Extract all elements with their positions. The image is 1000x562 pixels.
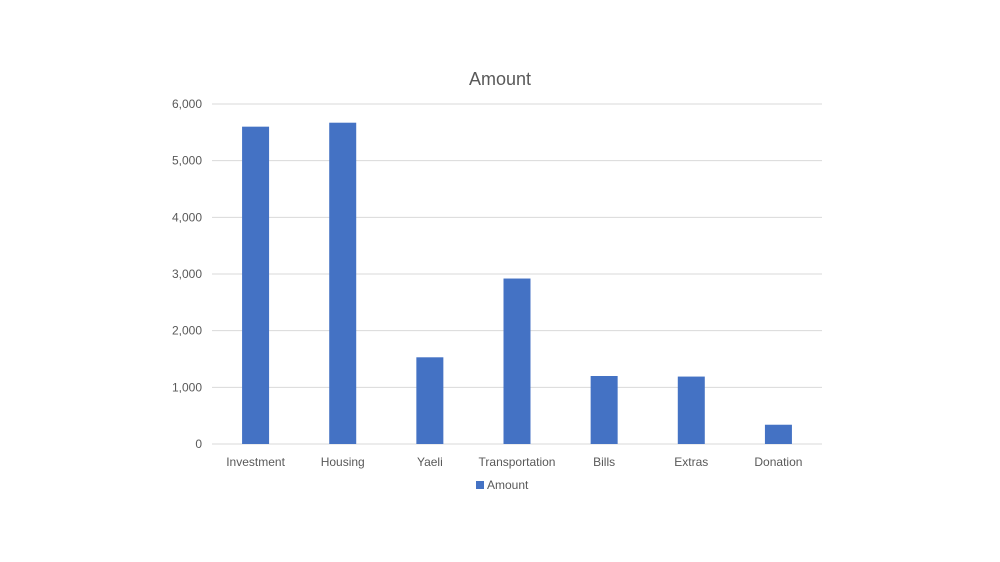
bar-bills [590,376,618,444]
bar-transportation [503,278,531,444]
x-axis: Investment Housing Yaeli Transportation Bill… [226,455,802,469]
x-tick-label: Donation [754,455,802,469]
legend: Amount [476,478,529,492]
bar-investment [242,126,270,445]
bar-housing [329,122,357,444]
x-tick-label: Transportation [479,455,556,469]
y-tick-label: 3,000 [172,267,202,281]
legend-swatch [476,481,484,489]
x-tick-label: Extras [674,455,708,469]
x-tick-label: Housing [321,455,365,469]
legend-label: Amount [487,478,529,492]
y-tick-label: 4,000 [172,210,202,224]
x-tick-label: Investment [226,455,285,469]
bars [242,122,792,445]
y-tick-label: 1,000 [172,380,202,394]
bar-donation [764,424,792,444]
y-tick-label: 2,000 [172,324,202,338]
y-tick-label: 5,000 [172,154,202,168]
y-tick-label: 0 [195,437,202,451]
x-tick-label: Bills [593,455,615,469]
chart-title: Amount [469,69,531,89]
y-tick-label: 6,000 [172,97,202,111]
bar-yaeli [416,357,444,444]
x-tick-label: Yaeli [417,455,443,469]
y-axis: 0 1,000 2,000 3,000 4,000 5,000 6,000 [172,97,202,451]
bar-extras [677,376,705,444]
